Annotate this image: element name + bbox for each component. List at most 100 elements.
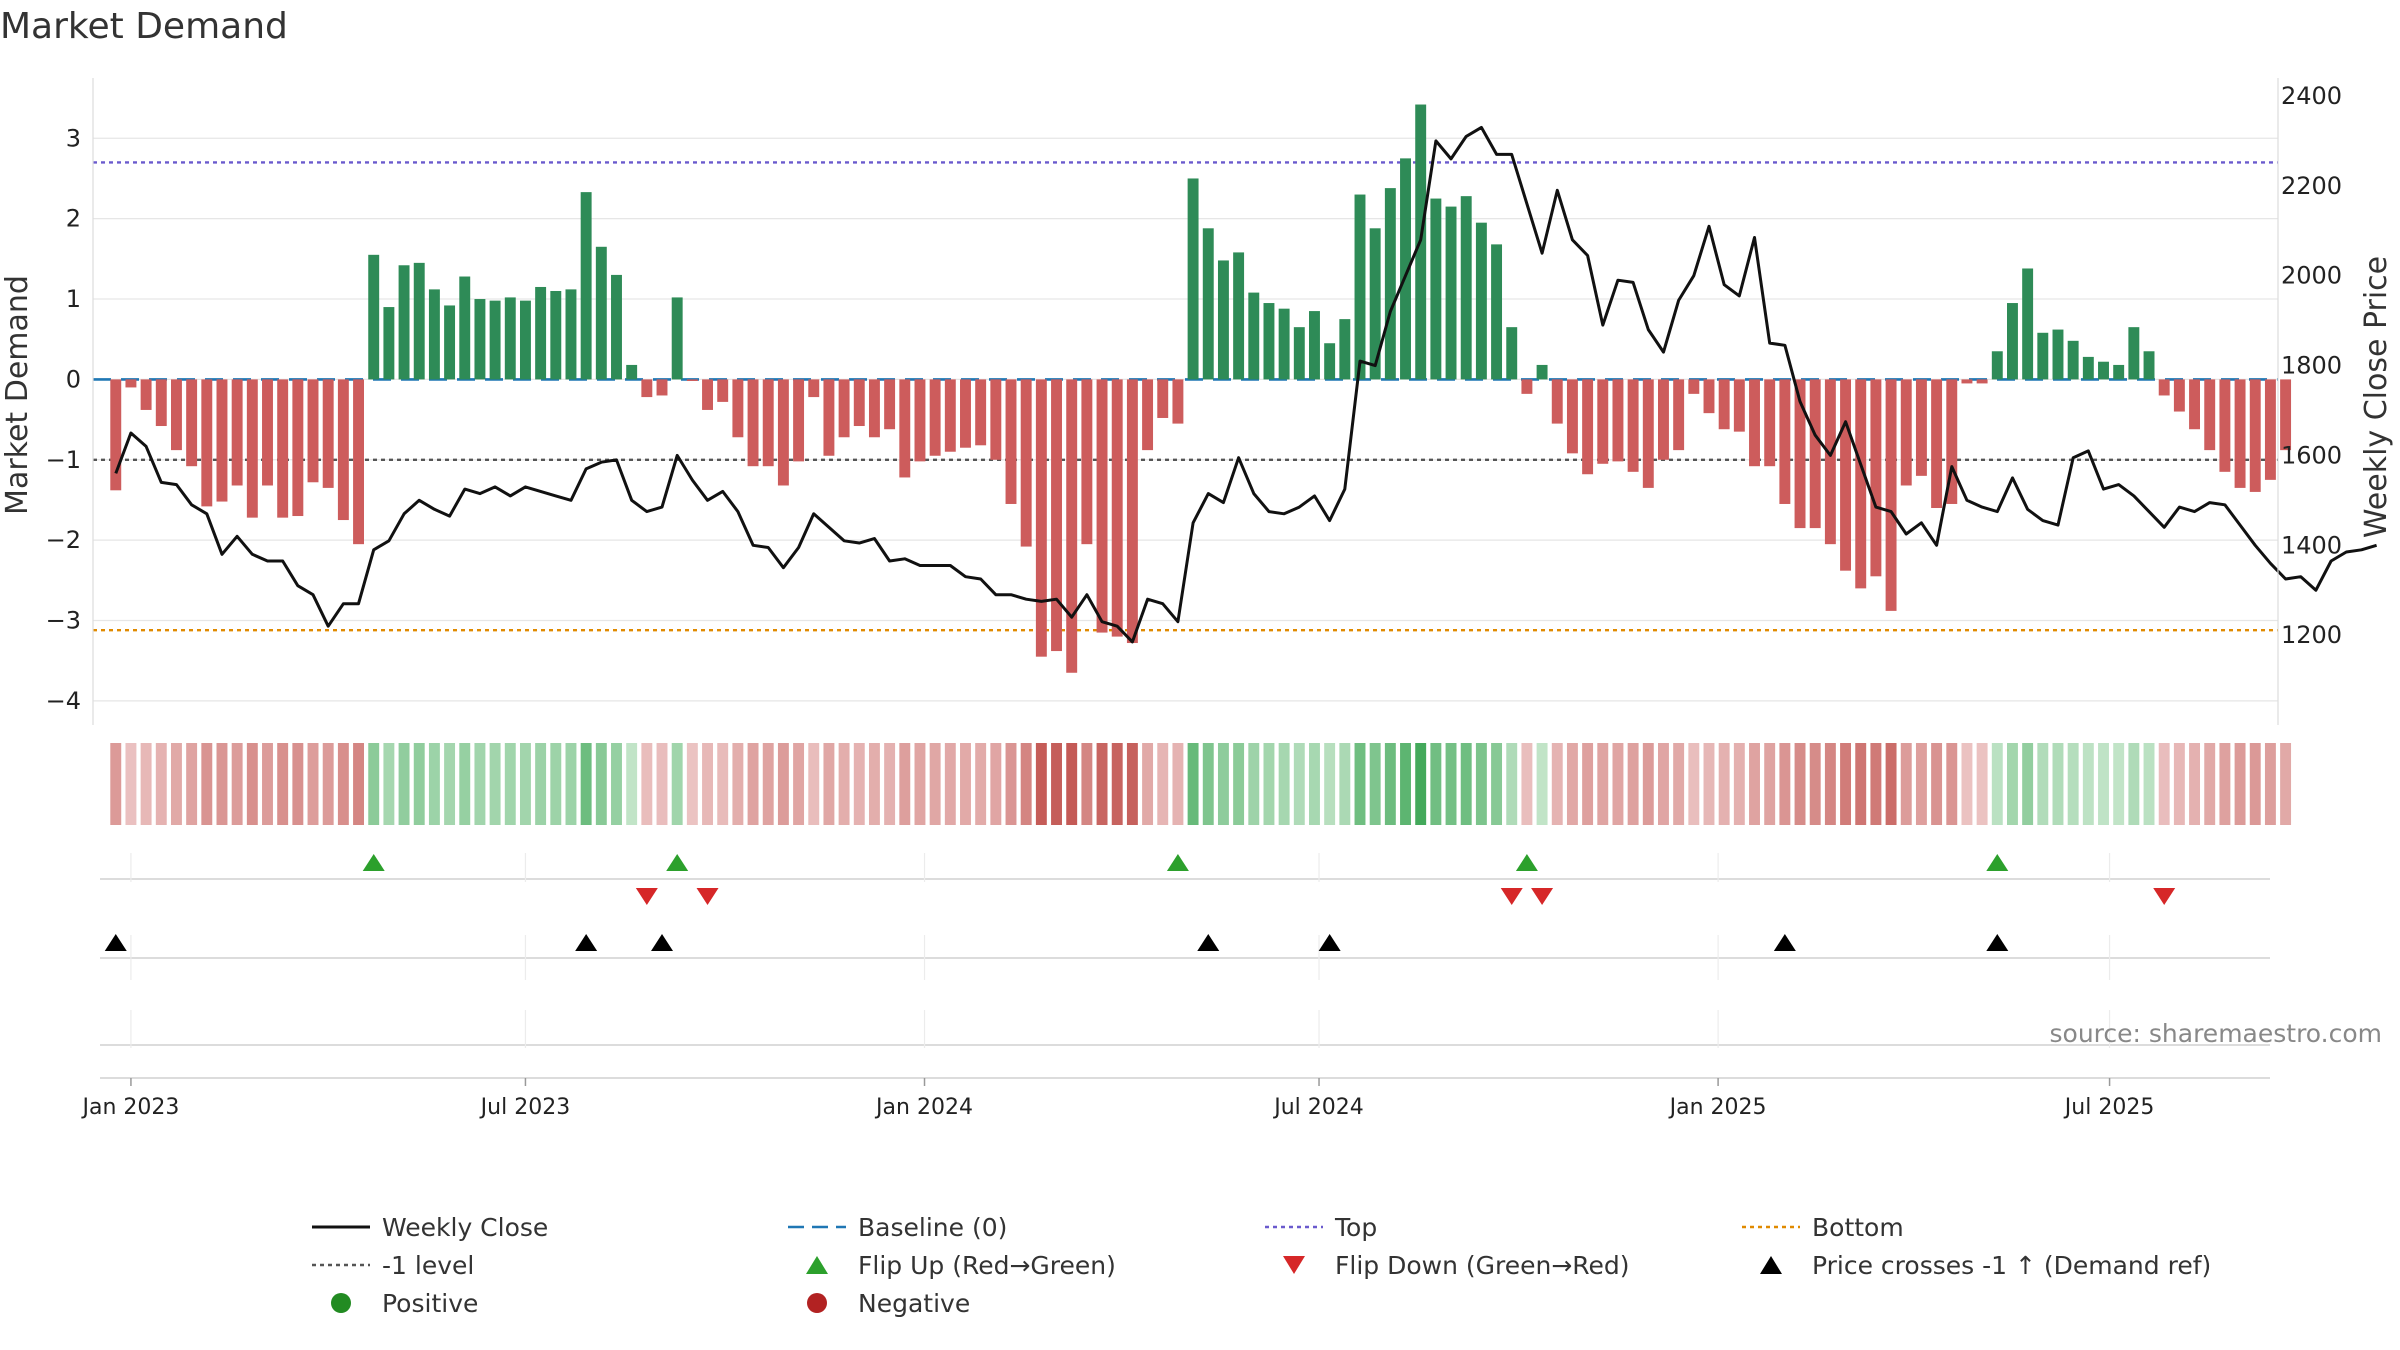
weekly-close-series — [114, 125, 2378, 644]
demand-bar — [444, 305, 456, 380]
heat-cell — [1278, 743, 1290, 825]
heat-cell — [140, 743, 152, 825]
heat-cell — [1142, 743, 1154, 825]
demand-bar — [1915, 379, 1927, 476]
heat-cell — [2143, 743, 2155, 825]
heat-cell — [1900, 743, 1912, 825]
demand-bar — [702, 379, 713, 410]
heat-cell — [368, 743, 380, 825]
heat-cell — [1202, 743, 1214, 825]
demand-bar — [990, 379, 1002, 460]
right-tick-label: 1800 — [2281, 352, 2342, 380]
flip-down-marker — [1500, 888, 1523, 905]
demand-bars — [110, 104, 2292, 673]
heat-cell — [1430, 743, 1442, 825]
demand-bar — [2082, 356, 2094, 380]
demand-bar — [1157, 379, 1169, 418]
price-cross-marker — [575, 934, 598, 951]
heat-cell — [292, 743, 304, 825]
heat-cell — [611, 743, 622, 825]
heat-cell — [944, 743, 956, 825]
demand-bar — [671, 297, 683, 380]
legend-item-negative_dot: Negative — [807, 1289, 970, 1318]
heat-cell — [853, 743, 865, 825]
heat-cell — [1506, 743, 1518, 825]
heat-cell — [1718, 743, 1730, 825]
flip-down-marker — [2153, 888, 2176, 905]
heat-cell — [1612, 743, 1624, 825]
heat-cell — [1749, 743, 1760, 825]
flip-up-marker — [1515, 854, 1538, 871]
demand-bar — [929, 379, 941, 456]
heat-cell — [762, 743, 774, 825]
demand-bar — [1566, 379, 1578, 454]
demand-bar — [1172, 379, 1184, 424]
heat-cell — [1855, 743, 1867, 825]
demand-bar — [398, 265, 410, 380]
heat-cell — [899, 743, 911, 825]
heat-cell — [1445, 743, 1457, 825]
demand-bar — [944, 379, 956, 452]
right-tick-label: 1600 — [2281, 441, 2342, 469]
legend-label: Negative — [858, 1289, 970, 1318]
heat-cell — [1400, 743, 1411, 825]
legend-item-price_cross: Price crosses -1 ↑ (Demand ref) — [1760, 1251, 2211, 1280]
demand-bar — [1126, 379, 1138, 644]
demand-bar — [2006, 303, 2018, 380]
heat-cell — [2037, 743, 2049, 825]
heat-cell — [519, 743, 531, 825]
demand-bar — [808, 379, 820, 398]
heat-cell — [1733, 743, 1745, 825]
demand-bar — [2219, 379, 2231, 472]
legend-item-flip_up: Flip Up (Red→Green) — [806, 1251, 1116, 1280]
demand-bar — [1991, 351, 2003, 380]
demand-bar — [246, 379, 258, 518]
heat-cell — [914, 743, 926, 825]
demand-bar — [1111, 379, 1123, 637]
demand-bar — [1384, 188, 1396, 380]
demand-bar — [413, 262, 425, 380]
demand-bar — [580, 192, 592, 380]
heat-cell — [1551, 743, 1563, 825]
demand-bar — [1187, 178, 1199, 380]
demand-bar — [1217, 260, 1229, 380]
legend-swatch-triangle — [806, 1256, 828, 1274]
demand-bar — [656, 379, 668, 396]
demand-bar — [1764, 379, 1776, 467]
price-cross-marker — [1318, 934, 1341, 951]
demand-bar — [1582, 379, 1594, 475]
axes: 3 2 1 0 −1 −2 −3 −4 2400 2200 2000 1800 1600 1400 1200… — [46, 78, 2342, 1120]
heat-cell — [444, 743, 456, 825]
heat-cell — [1187, 743, 1199, 825]
demand-bar — [641, 379, 653, 398]
heat-cell — [1976, 743, 1988, 825]
legend-swatch-triangle — [1760, 1256, 1782, 1274]
demand-bar — [2234, 379, 2246, 488]
heat-cell — [246, 743, 258, 825]
heat-cell — [2189, 743, 2201, 825]
heat-cell — [1172, 743, 1184, 825]
demand-bar — [1840, 379, 1852, 571]
demand-bar — [717, 379, 729, 402]
demand-bar — [1309, 311, 1320, 380]
demand-bar — [914, 379, 926, 462]
demand-bar — [1248, 292, 1260, 380]
demand-bar — [1642, 379, 1654, 488]
demand-bar — [838, 379, 850, 438]
heat-cell — [868, 743, 880, 825]
demand-bar — [1597, 379, 1609, 464]
demand-bar — [1809, 379, 1821, 529]
heat-cell — [428, 743, 440, 825]
flip-up-marker — [1166, 854, 1189, 871]
demand-bar — [292, 379, 304, 517]
heat-cell — [474, 743, 486, 825]
demand-bar — [125, 379, 137, 388]
heat-cell — [1263, 743, 1275, 825]
demand-bar — [1536, 364, 1548, 380]
demand-bar — [884, 379, 896, 430]
heat-cell — [990, 743, 1002, 825]
heat-cell — [2052, 743, 2064, 825]
heat-cell — [2113, 743, 2125, 825]
x-tick-label: Jul 2025 — [2063, 1095, 2155, 1120]
x-tick-label: Jan 2024 — [874, 1095, 973, 1120]
